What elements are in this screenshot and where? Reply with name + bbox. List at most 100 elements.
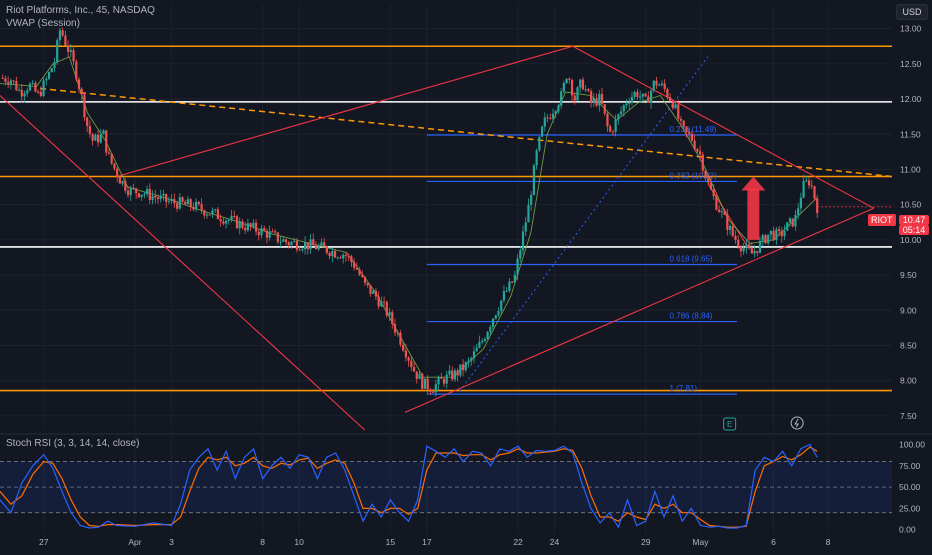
arrow-shaft <box>747 188 760 240</box>
candle-body <box>426 378 429 390</box>
candle-body <box>53 62 56 69</box>
candle-body <box>350 256 353 263</box>
candle-body <box>508 281 511 292</box>
candle-body <box>186 199 190 205</box>
candle-body <box>421 373 424 389</box>
candle-body <box>535 150 538 166</box>
candle-body <box>783 230 786 237</box>
candle-body <box>497 310 500 316</box>
candle-body <box>611 131 615 133</box>
candle-body <box>636 91 639 98</box>
candle-body <box>630 96 634 103</box>
triangle-line <box>404 207 874 413</box>
candle-body <box>625 103 628 106</box>
candle-body <box>546 117 549 119</box>
candle-body <box>211 210 214 215</box>
candle-body <box>475 347 478 352</box>
arrow-annotation[interactable]: E <box>723 176 804 431</box>
candle-body <box>737 239 740 247</box>
candle-body <box>614 119 617 132</box>
last-price-tag: 10.47 <box>899 215 929 225</box>
candle-body <box>502 291 506 301</box>
candle-body <box>802 180 805 198</box>
time-axis-label: 29 <box>641 537 651 547</box>
candle-body <box>644 93 647 97</box>
candle-body <box>249 223 252 227</box>
time-axis-label: 8 <box>826 537 831 547</box>
candle-body <box>649 90 653 103</box>
candle-body <box>707 178 710 183</box>
candle-body <box>748 244 751 249</box>
currency-button[interactable]: USD <box>896 4 928 20</box>
dashed-trendline <box>40 87 893 178</box>
candle-body <box>102 130 105 135</box>
candle-body <box>810 185 813 187</box>
candle-body <box>320 242 323 246</box>
fib-label: 0.618 (9.65) <box>669 255 712 264</box>
candle-body <box>86 117 89 126</box>
candle-body <box>58 30 62 41</box>
candle-body <box>587 89 590 92</box>
candle-body <box>47 72 51 79</box>
time-axis-label: 15 <box>386 537 396 547</box>
triangle-line <box>0 95 366 431</box>
candle-body <box>718 209 721 213</box>
candle-body <box>312 239 315 246</box>
price-axis-label: 11.00 <box>900 164 921 174</box>
candle-body <box>306 242 309 250</box>
candle-body <box>538 136 541 151</box>
candle-body <box>777 229 781 231</box>
candle-body <box>301 249 304 251</box>
candle-body <box>647 96 650 103</box>
price-axis-label: 12.50 <box>900 59 922 69</box>
trendlines[interactable] <box>0 45 893 431</box>
candle-body <box>15 81 18 91</box>
candle-body <box>786 222 789 231</box>
candle-body <box>205 214 209 216</box>
candle-body <box>617 114 620 120</box>
candle-body <box>530 195 533 205</box>
candle-body <box>483 339 486 342</box>
candles <box>1 27 819 397</box>
candle-body <box>173 198 176 204</box>
candle-body <box>461 364 465 371</box>
candle-body <box>769 230 773 235</box>
candle-body <box>235 216 239 229</box>
symbol-tag: RIOT <box>868 214 896 226</box>
candle-body <box>1 77 4 79</box>
candle-body <box>579 79 582 88</box>
time-axis-label: May <box>692 537 709 547</box>
candle-body <box>276 232 279 242</box>
candle-body <box>263 228 266 231</box>
candle-body <box>573 95 576 101</box>
candle-body <box>415 371 418 379</box>
candle-body <box>200 204 203 211</box>
stoch-axis-label: 100.00 <box>899 440 925 450</box>
vwap-legend[interactable]: VWAP (Session) <box>6 18 80 29</box>
candle-body <box>671 101 674 109</box>
candle-body <box>274 231 277 233</box>
price-axis-label: 10.50 <box>900 200 922 210</box>
candle-body <box>756 250 759 253</box>
candle-body <box>233 215 236 217</box>
candle-body <box>560 91 563 106</box>
candle-body <box>794 214 797 227</box>
candle-body <box>513 274 516 283</box>
candle-body <box>116 168 119 178</box>
candle-body <box>339 257 342 259</box>
axes: 13.00 12.50 12.00 11.50 11.00 10.50 10.00 9.50 9… <box>39 24 925 547</box>
fib-retracement[interactable]: 0.236 (11.49) 0.382 (10.83) 0.618 (9.65) 0.… <box>426 125 737 395</box>
candle-body <box>265 230 269 238</box>
stoch-legend[interactable]: Stoch RSI (3, 3, 14, 14, close) <box>6 438 140 449</box>
candle-body <box>516 258 519 275</box>
time-axis-label: 27 <box>39 537 49 547</box>
candle-body <box>701 154 704 171</box>
candle-body <box>540 126 544 137</box>
candle-body <box>64 35 67 46</box>
candle-body <box>448 370 451 375</box>
candle-body <box>791 218 794 227</box>
candle-body <box>753 250 756 254</box>
candle-body <box>99 134 102 143</box>
